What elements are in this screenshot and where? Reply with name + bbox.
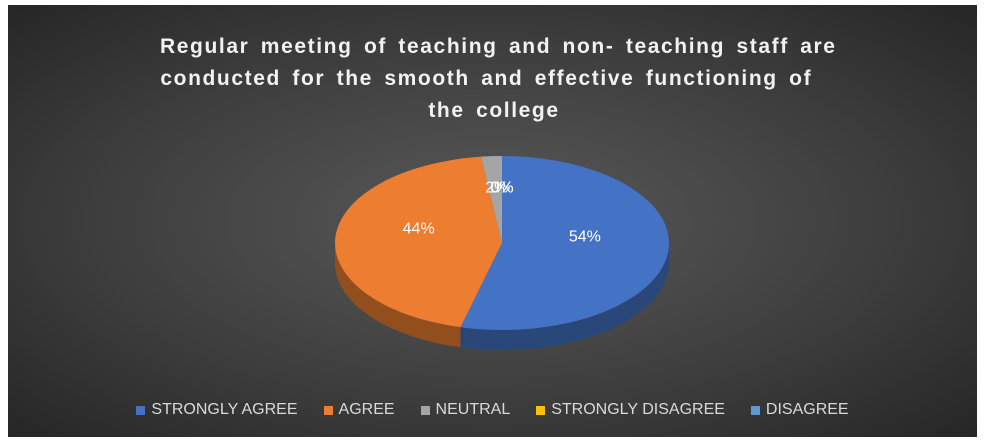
legend-label: STRONGLY DISAGREE xyxy=(551,401,725,418)
pie-side xyxy=(460,243,669,350)
title-line: the college xyxy=(428,99,559,122)
chart: Regular meeting of teaching and non- tea… xyxy=(160,35,848,350)
pie-slice xyxy=(481,156,502,243)
data-label: 0% xyxy=(490,180,513,197)
legend-label: DISAGREE xyxy=(765,401,849,418)
legend-swatch xyxy=(136,405,146,415)
data-label: 54% xyxy=(569,228,601,245)
pie-side xyxy=(335,243,461,348)
legend-item: STRONGLY AGREE xyxy=(136,401,298,419)
legend-item: STRONGLY DISAGREE xyxy=(536,401,725,419)
title-line: conducted for the smooth and effective f… xyxy=(160,67,812,90)
legend-swatch xyxy=(420,405,430,415)
data-label: 2% xyxy=(485,180,508,197)
data-label: 44% xyxy=(403,220,435,237)
legend-label: NEUTRAL xyxy=(435,401,511,418)
legend-item: NEUTRAL xyxy=(420,401,511,419)
legend-item: AGREE xyxy=(323,401,395,419)
legend: STRONGLY AGREE AGREE NEUTRAL STRONGLY DISAG… xyxy=(8,401,977,419)
legend-swatch xyxy=(750,405,760,415)
title-line: Regular meeting of teaching and non- tea… xyxy=(160,35,837,58)
data-label: 0% xyxy=(490,180,513,197)
chart-panel: Regular meeting of teaching and non- tea… xyxy=(8,5,977,437)
legend-label: STRONGLY AGREE xyxy=(151,401,298,418)
chart-title: Regular meeting of teaching and non- tea… xyxy=(160,35,848,122)
legend-label: AGREE xyxy=(338,401,395,418)
legend-item: DISAGREE xyxy=(750,401,849,419)
pie-slice xyxy=(460,156,669,330)
legend-swatch xyxy=(536,405,546,415)
pie-slice xyxy=(335,156,502,328)
legend-swatch xyxy=(323,405,333,415)
